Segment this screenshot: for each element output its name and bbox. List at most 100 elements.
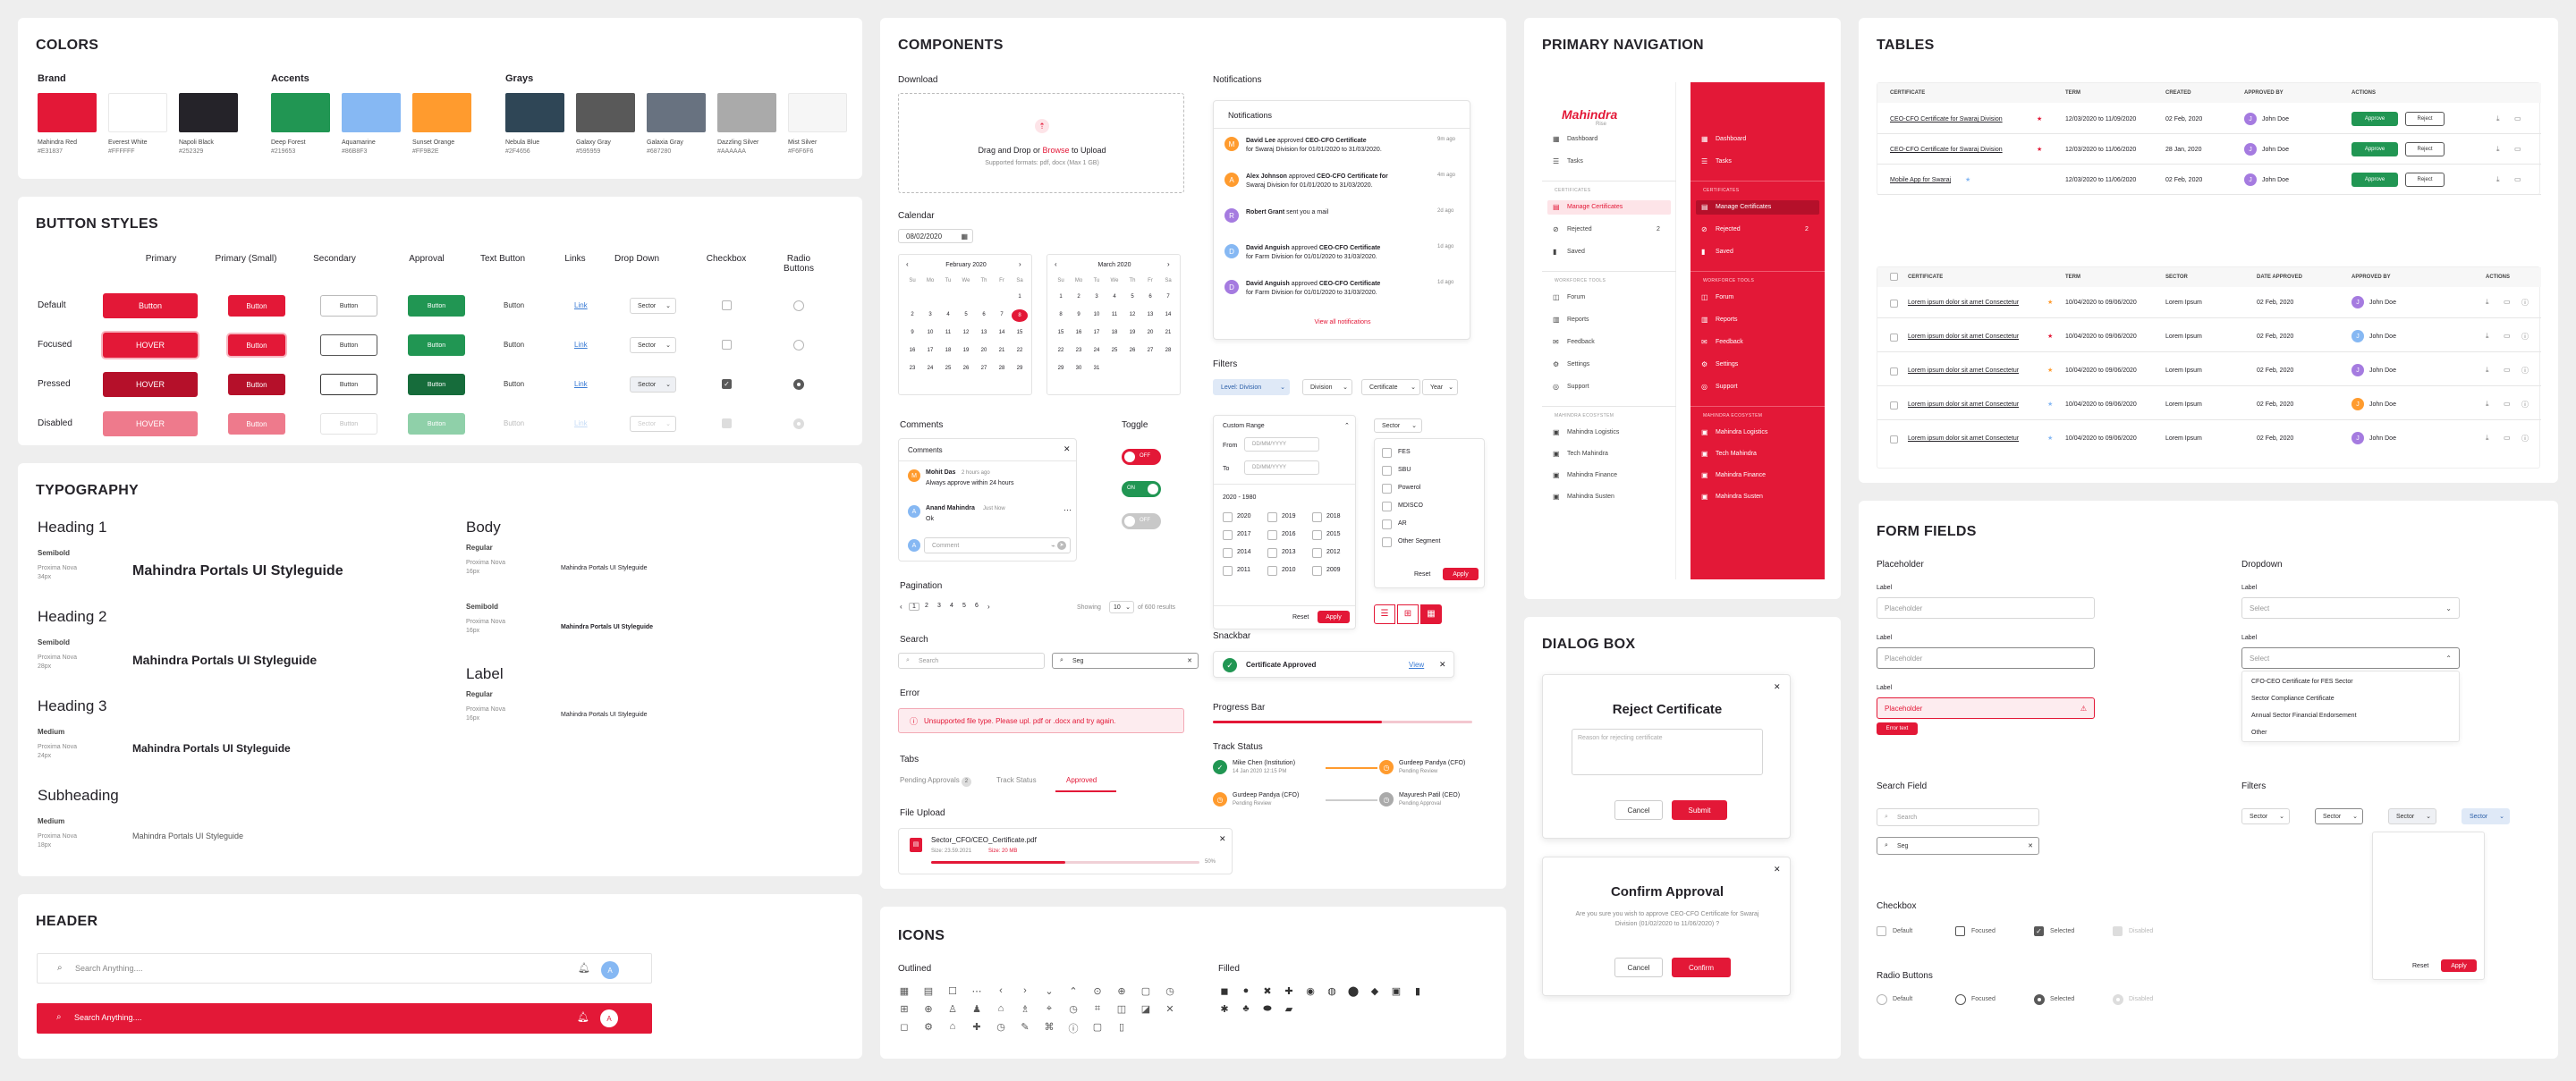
calendar-day[interactable]: 14 — [1165, 312, 1172, 317]
row-checkbox[interactable] — [1890, 300, 1898, 308]
list-view-icon[interactable]: ☰ — [1374, 604, 1395, 624]
reject-button[interactable]: Reject — [2405, 112, 2445, 126]
outlined-icon[interactable]: ⌂ — [997, 1003, 1004, 1014]
filter-reset-button[interactable]: Reset — [2412, 963, 2429, 969]
outlined-icon[interactable]: ♟ — [972, 1004, 981, 1015]
snackbar-view-link[interactable]: View — [1409, 661, 1425, 669]
calendar-day[interactable]: 19 — [962, 348, 970, 353]
nav-item-settings[interactable]: ⚙ Settings — [1547, 358, 1671, 372]
cancel-button[interactable]: Cancel — [1614, 958, 1663, 977]
nav-item-saved[interactable]: ▮ Saved — [1696, 245, 1819, 259]
filter-chip[interactable]: Certificate ⌄ — [1361, 379, 1420, 395]
comment-icon[interactable]: ▭ — [2514, 175, 2521, 183]
primary-button[interactable]: HOVER — [103, 411, 198, 436]
dropdown-option[interactable]: CFO-CEO Certificate for FES Sector — [2251, 679, 2353, 685]
primary-button[interactable]: HOVER — [103, 333, 198, 358]
nav-item-feedback[interactable]: ✉ Feedback — [1696, 335, 1819, 350]
download-icon[interactable]: ⤓ — [2486, 298, 2489, 306]
calendar-day[interactable]: 23 — [1075, 348, 1082, 353]
filled-icon[interactable]: ✖ — [1263, 986, 1272, 997]
approval-button[interactable]: Button — [408, 295, 465, 317]
calendar-day[interactable]: 30 — [1075, 366, 1082, 371]
certificate-link[interactable]: Lorem ipsum dolor sit amet Consectetur — [1908, 435, 2020, 442]
primary-small-button[interactable]: Button — [228, 295, 285, 317]
calendar-day[interactable]: 4 — [946, 312, 950, 317]
text-field[interactable]: Placeholder — [1877, 647, 2095, 669]
nav-item-tasks[interactable]: ☰ Tasks — [1696, 155, 1819, 169]
filled-icon[interactable]: ▰ — [1284, 1004, 1293, 1015]
filled-icon[interactable]: ◉ — [1306, 986, 1315, 997]
approval-button[interactable]: Button — [408, 413, 465, 435]
calendar-day[interactable]: 16 — [1075, 330, 1082, 335]
calendar-day[interactable]: 12 — [1129, 312, 1136, 317]
calendar-day[interactable]: 26 — [1129, 348, 1136, 353]
calendar-day[interactable]: 15 — [1057, 330, 1064, 335]
calendar-day[interactable]: 8 — [1012, 309, 1028, 322]
radio-button[interactable] — [1877, 994, 1887, 1005]
outlined-icon[interactable]: ♗ — [1021, 1004, 1030, 1015]
secondary-button[interactable]: Button — [320, 334, 377, 356]
radio-button[interactable] — [2113, 994, 2123, 1005]
filter-chip[interactable]: Year ⌄ — [1422, 379, 1458, 395]
error-field[interactable]: Placeholder ⚠ — [1877, 697, 2095, 719]
checkbox[interactable]: ✓ — [722, 379, 732, 389]
calendar-day[interactable]: 16 — [909, 348, 916, 353]
radio-button[interactable] — [793, 300, 804, 311]
sector-checkbox[interactable] — [1382, 466, 1392, 476]
nav-item-forum[interactable]: ◫ Forum — [1547, 291, 1671, 305]
calendar-day[interactable]: 11 — [1111, 312, 1118, 317]
row-checkbox[interactable] — [1890, 334, 1898, 342]
nav-item-tech-mahindra[interactable]: ▣ Tech Mahindra — [1696, 447, 1819, 461]
sector-dropdown[interactable]: Sector ⌄ — [630, 337, 676, 353]
outlined-icon[interactable]: ▢ — [1092, 1022, 1103, 1033]
filter-chip[interactable]: Level: Division ⌄ — [1213, 379, 1290, 395]
avatar[interactable]: A — [600, 1009, 618, 1027]
nav-item-rejected[interactable]: ⊘ Rejected 2 — [1696, 223, 1819, 237]
per-page-select[interactable]: 10 ⌄ — [1109, 601, 1134, 613]
sector-dropdown[interactable]: Sector ⌄ — [630, 376, 676, 393]
sector-apply-button[interactable]: Apply — [1443, 568, 1479, 580]
select-all-checkbox[interactable] — [1890, 273, 1898, 281]
filled-icon[interactable]: ◍ — [1327, 986, 1336, 997]
confirm-button[interactable]: Confirm — [1672, 958, 1731, 977]
toggle-off-red[interactable]: OFF — [1122, 449, 1161, 465]
calendar-day[interactable]: 6 — [1148, 294, 1152, 300]
filter-chip[interactable]: Sector ⌄ — [2462, 808, 2510, 824]
calendar-day[interactable]: 29 — [1016, 366, 1023, 371]
filled-icon[interactable]: ◆ — [1370, 986, 1379, 997]
from-date-input[interactable]: DD/MM/YYYY — [1244, 437, 1319, 452]
filled-icon[interactable]: ▮ — [1414, 986, 1421, 997]
nav-item-mahindra-logistics[interactable]: ▣ Mahindra Logistics — [1696, 426, 1819, 440]
tab-track[interactable]: Track Status — [996, 776, 1037, 784]
calendar-day[interactable]: 19 — [1129, 330, 1136, 335]
calendar-day[interactable]: 1 — [1059, 294, 1063, 300]
filter-chip[interactable]: Sector ⌄ — [2388, 808, 2436, 824]
outlined-icon[interactable]: ▤ — [923, 986, 934, 997]
select-field[interactable]: Select ⌄ — [2241, 597, 2460, 619]
sector-checkbox[interactable] — [1382, 448, 1392, 458]
chevron-up-icon[interactable]: ⌃ — [1344, 423, 1350, 429]
calendar-day[interactable]: 5 — [964, 312, 968, 317]
outlined-icon[interactable]: ⓘ — [1068, 1024, 1079, 1035]
calendar-day[interactable]: 17 — [927, 348, 934, 353]
grid-view-icon[interactable]: ⊞ — [1397, 604, 1419, 624]
calendar-day[interactable]: 23 — [909, 366, 916, 371]
calendar-day[interactable]: 1 — [1018, 294, 1021, 300]
reject-reason-input[interactable]: Reason for rejecting certificate — [1572, 729, 1763, 775]
outlined-icon[interactable]: ◷ — [996, 1022, 1005, 1033]
close-icon[interactable]: ✕ — [1219, 834, 1226, 843]
page-number[interactable]: 2 — [925, 603, 928, 609]
page-number[interactable]: 4 — [950, 603, 953, 609]
outlined-icon[interactable]: ✕ — [1165, 1004, 1174, 1015]
filled-icon[interactable]: ◼ — [1220, 986, 1229, 997]
year-checkbox[interactable] — [1312, 548, 1322, 558]
calendar-day[interactable]: 18 — [945, 348, 952, 353]
outlined-icon[interactable]: ▢ — [1140, 986, 1151, 997]
page-number[interactable]: 1 — [909, 603, 919, 611]
outlined-icon[interactable]: ⊙ — [1093, 986, 1102, 997]
approve-button[interactable]: Approve — [2351, 173, 2398, 187]
checkbox[interactable] — [722, 340, 732, 350]
outlined-icon[interactable]: ⊕ — [1117, 986, 1126, 997]
page-number[interactable]: 6 — [975, 603, 979, 609]
checkbox[interactable] — [1877, 926, 1886, 936]
